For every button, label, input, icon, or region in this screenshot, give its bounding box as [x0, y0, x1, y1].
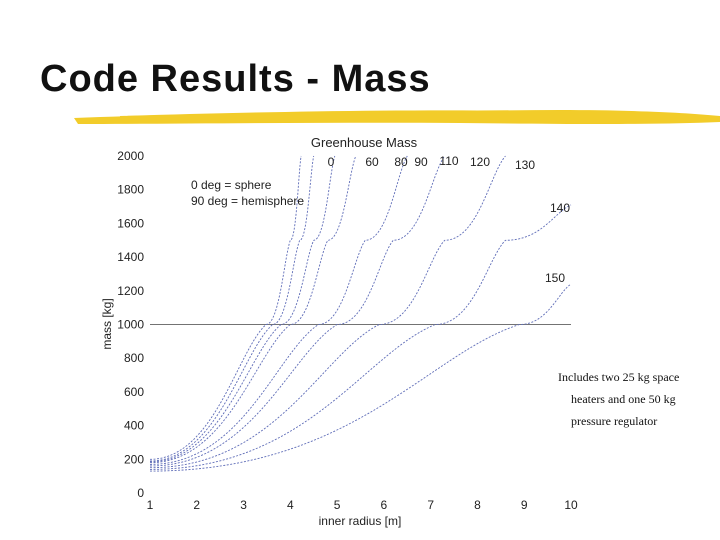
x-tick-7: 7 [427, 498, 434, 512]
note-line-2: heaters and one 50 kg [571, 392, 676, 406]
title-underline-stroke-secondary [120, 110, 600, 119]
x-tick-10: 10 [564, 498, 578, 512]
y-tick-2000: 2000 [117, 149, 144, 163]
series-label-110: 110 [439, 154, 458, 168]
x-tick-9: 9 [521, 498, 528, 512]
y-tick-600: 600 [124, 385, 144, 399]
title-underline [74, 110, 720, 124]
series-line-90 [149, 155, 357, 464]
y-tick-1800: 1800 [117, 183, 144, 197]
x-tick-8: 8 [474, 498, 481, 512]
series-line-80 [149, 155, 336, 463]
series-line-150 [149, 283, 572, 472]
y-tick-400: 400 [124, 419, 144, 433]
note-line-1: Includes two 25 kg space [558, 370, 680, 384]
series-label-90: 90 [414, 155, 428, 169]
series-line-110 [149, 155, 408, 465]
x-tick-6: 6 [381, 498, 388, 512]
x-tick-3: 3 [240, 498, 247, 512]
y-axis-label: mass [kg] [100, 298, 114, 349]
x-tick-2: 2 [193, 498, 200, 512]
y-tick-1200: 1200 [117, 284, 144, 298]
x-tick-5: 5 [334, 498, 341, 512]
y-tick-1600: 1600 [117, 216, 144, 230]
series-label-130: 130 [515, 158, 535, 172]
note-line-3: pressure regulator [571, 414, 658, 428]
annotation-sphere: 0 deg = sphere [191, 178, 272, 192]
y-tick-0: 0 [137, 486, 144, 500]
series-label-80: 80 [394, 155, 408, 169]
slide-title: Code Results - Mass [40, 58, 431, 100]
series-line-0 [149, 155, 302, 460]
series-line-140 [149, 204, 572, 470]
series-line-120 [149, 155, 446, 467]
annotation-hemisphere: 90 deg = hemisphere [191, 194, 304, 208]
series-label-150: 150 [545, 271, 565, 285]
series-label-60: 60 [365, 155, 379, 169]
y-tick-800: 800 [124, 351, 144, 365]
x-tick-1: 1 [147, 498, 154, 512]
x-axis-label: inner radius [m] [319, 514, 402, 528]
y-tick-1400: 1400 [117, 250, 144, 264]
series-line-130 [149, 155, 506, 469]
series-label-0: 0 [328, 155, 335, 169]
chart-title: Greenhouse Mass [311, 135, 418, 150]
y-tick-200: 200 [124, 452, 144, 466]
x-tick-4: 4 [287, 498, 294, 512]
series-line-60 [149, 155, 315, 462]
series-label-120: 120 [470, 155, 490, 169]
y-tick-1000: 1000 [117, 318, 144, 332]
series-label-140: 140 [550, 201, 570, 215]
